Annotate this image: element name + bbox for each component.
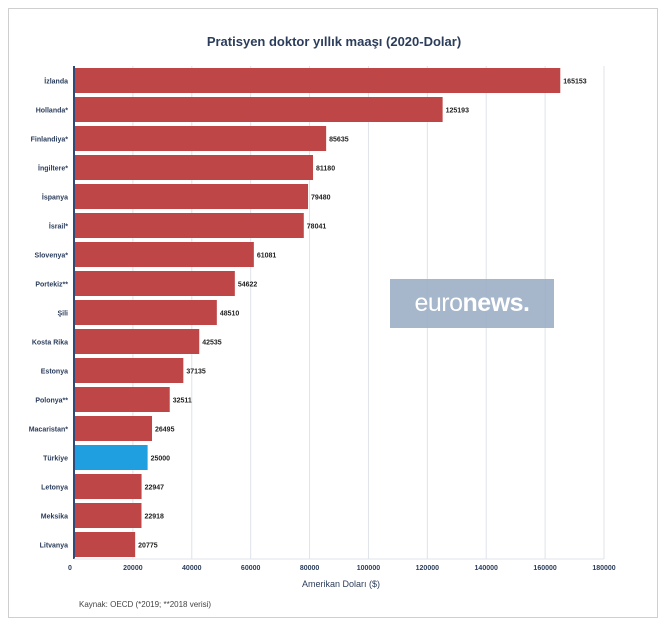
data-label: 79480: [311, 195, 331, 202]
bar-12: [75, 416, 153, 441]
data-label: 165153: [563, 79, 586, 86]
data-label: 48510: [220, 311, 240, 318]
category-label: İsrail*: [49, 223, 68, 231]
bar-0: [75, 68, 561, 93]
source-note: Kaynak: OECD (*2019; **2018 verisi): [79, 600, 212, 609]
bar-16: [75, 532, 136, 557]
x-tick-label: 60000: [241, 565, 261, 572]
data-label: 37135: [186, 369, 206, 376]
bar-10: [75, 358, 184, 383]
category-label: Estonya: [41, 369, 68, 376]
x-tick-label: 140000: [475, 565, 498, 572]
category-label: Finlandiya*: [31, 137, 69, 144]
category-label: Hollanda*: [36, 108, 69, 115]
x-tick-label: 160000: [533, 565, 556, 572]
data-label: 81180: [316, 166, 335, 173]
bar-7: [75, 271, 235, 296]
bar-11: [75, 387, 170, 412]
bar-3: [75, 155, 314, 180]
bar-5: [75, 213, 304, 238]
data-label: 26495: [155, 427, 175, 434]
category-label: Polonya**: [35, 398, 68, 405]
data-label: 25000: [151, 456, 171, 463]
data-label: 32511: [173, 398, 192, 405]
bar-14: [75, 474, 142, 499]
data-label: 54622: [238, 282, 258, 289]
x-tick-label: 20000: [123, 565, 143, 572]
x-tick-label: 100000: [357, 565, 380, 572]
bar-6: [75, 242, 254, 267]
bar-2: [75, 126, 327, 151]
data-label: 125193: [446, 108, 469, 115]
category-label: Portekiz**: [35, 282, 68, 289]
euronews-logo: euronews.: [390, 279, 554, 328]
category-label: Litvanya: [40, 543, 69, 550]
category-label: İzlanda: [44, 78, 68, 86]
data-label: 78041: [307, 224, 327, 231]
chart-title: Pratisyen doktor yıllık maaşı (2020-Dola…: [206, 34, 462, 49]
data-label: 42535: [202, 340, 222, 347]
bar-1: [75, 97, 443, 122]
category-label: İspanya: [42, 194, 68, 202]
data-label: 20775: [138, 543, 158, 550]
x-tick-label: 180000: [592, 565, 615, 572]
logo-text-news: news.: [462, 289, 530, 317]
category-label: Kosta Rika: [32, 340, 68, 347]
x-tick-label: 40000: [182, 565, 202, 572]
category-label: Meksika: [41, 514, 68, 521]
bar-8: [75, 300, 217, 325]
x-tick-label: 80000: [300, 565, 320, 572]
x-tick-label: 0: [68, 565, 72, 572]
category-label: İngiltere*: [38, 165, 68, 173]
data-label: 22947: [145, 485, 165, 492]
bar-13: [75, 445, 148, 470]
bar-4: [75, 184, 309, 209]
data-label: 61081: [257, 253, 277, 260]
x-axis-title: Amerikan Doları ($): [302, 579, 380, 589]
bar-15: [75, 503, 142, 528]
data-label: 85635: [329, 137, 349, 144]
data-label: 22918: [144, 514, 164, 521]
category-label: Türkiye: [43, 456, 68, 463]
category-label: Letonya: [41, 485, 68, 492]
category-label: Macaristan*: [29, 427, 69, 434]
category-label: Şili: [57, 311, 68, 318]
bar-9: [75, 329, 200, 354]
x-tick-label: 120000: [416, 565, 439, 572]
logo-text-euro: euro: [414, 289, 463, 317]
category-label: Slovenya*: [35, 253, 69, 260]
